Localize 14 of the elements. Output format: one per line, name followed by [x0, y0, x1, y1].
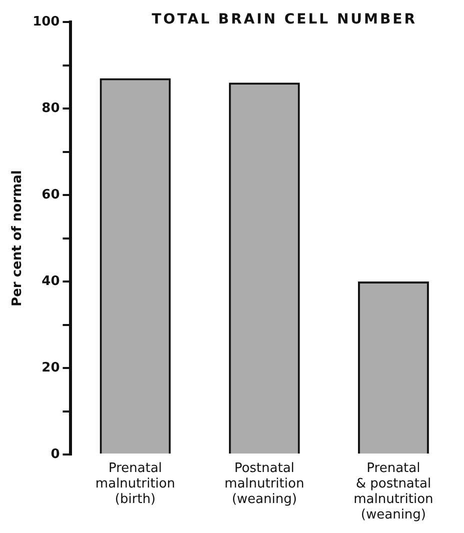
- y-tick-label: 20: [42, 360, 60, 376]
- chart-title: TOTAL BRAIN CELL NUMBER: [152, 12, 417, 28]
- x-tick-label: Prenatal & postnatal malnutrition (weaning): [354, 460, 434, 523]
- y-tick-label: 40: [42, 274, 60, 289]
- x-tick-label: Postnatal malnutrition (weaning): [224, 460, 304, 507]
- y-tick-label: 0: [50, 446, 60, 462]
- y-tick-label: 100: [32, 14, 60, 30]
- bar: [358, 282, 429, 454]
- bar: [100, 78, 171, 454]
- y-axis-title: Per cent of normal: [10, 170, 26, 306]
- x-tick-label: Prenatal malnutrition (birth): [95, 460, 176, 507]
- y-tick-label: 60: [42, 187, 60, 202]
- bar: [228, 82, 300, 454]
- y-tick-label: 80: [42, 100, 60, 116]
